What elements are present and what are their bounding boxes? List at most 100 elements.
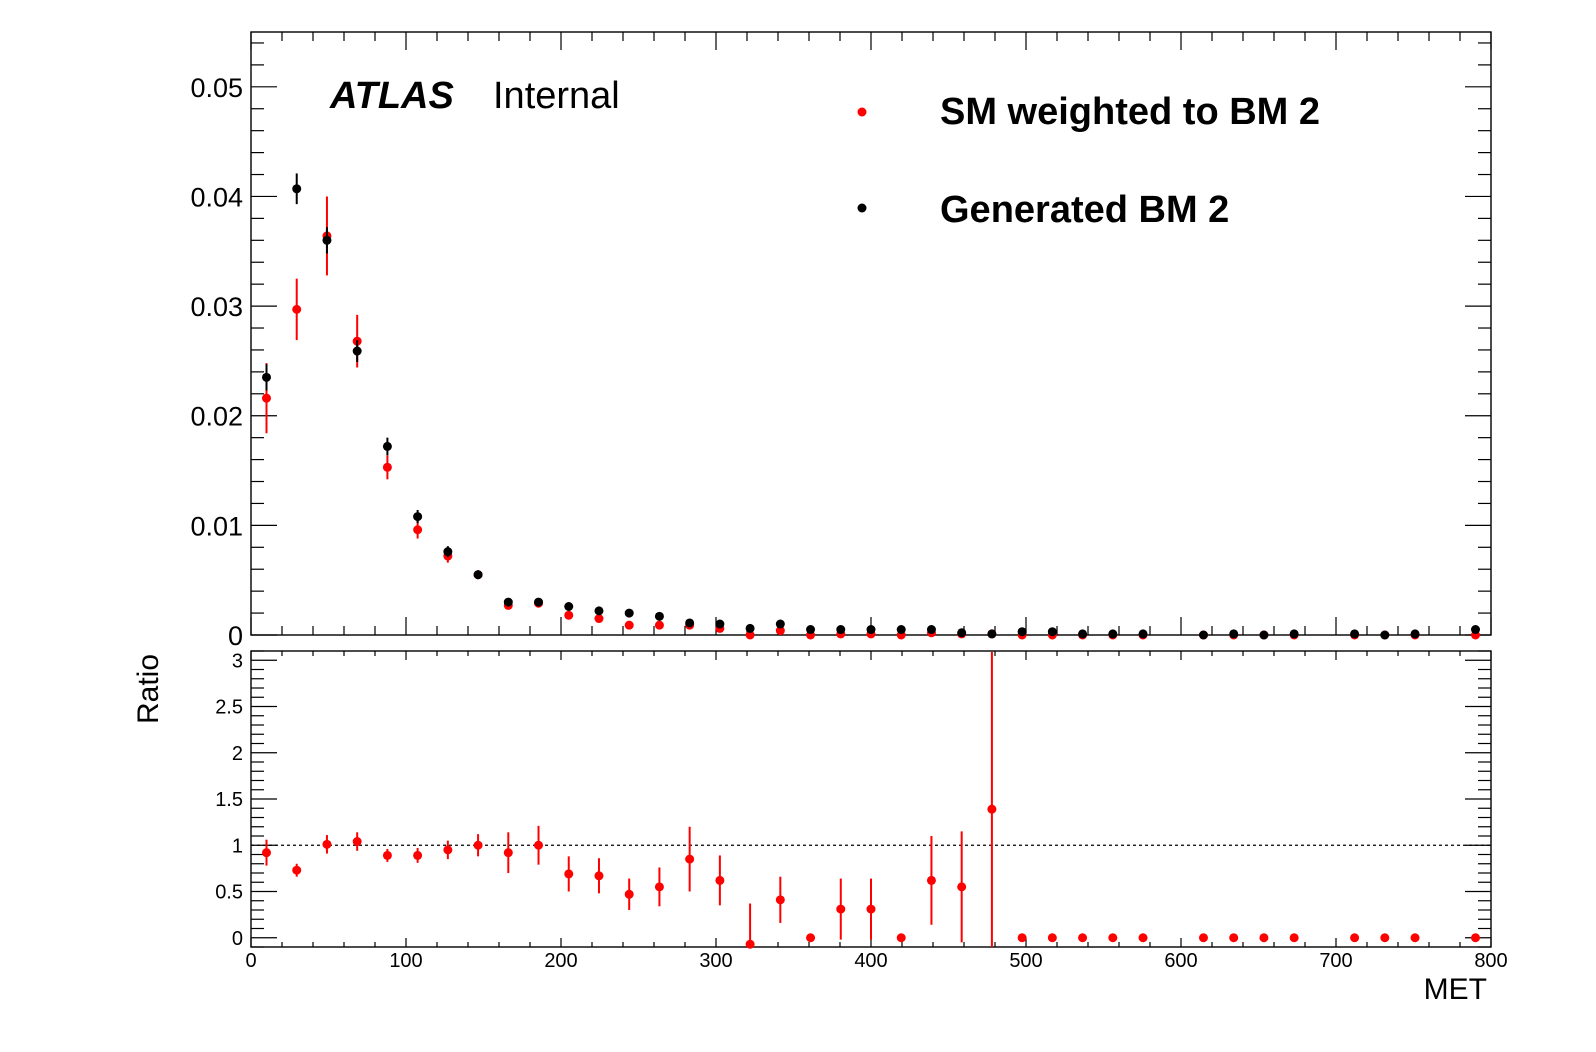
- generated-point: [322, 235, 332, 245]
- x-tick-labels: 0 100 200 300 400 500 600 700 800: [245, 950, 1507, 972]
- x-tick-label: 400: [854, 950, 887, 972]
- generated-point: [1047, 627, 1057, 637]
- generated-series: [262, 173, 1480, 640]
- ratio-y-tick-label: 3: [232, 650, 243, 672]
- ratio-point: [382, 850, 392, 860]
- ratio-point: [1138, 933, 1148, 943]
- generated-point: [1138, 629, 1148, 639]
- atlas-sublabel: Internal: [493, 75, 620, 117]
- x-tick-label: 800: [1474, 950, 1507, 972]
- x-tick-label: 500: [1009, 950, 1042, 972]
- legend-label-generated: Generated BM 2: [940, 189, 1229, 231]
- generated-point: [352, 346, 362, 356]
- y-axis-label-ratio: Ratio: [132, 654, 165, 724]
- main-y-tick-labels: 0 0.01 0.02 0.03 0.04 0.05: [190, 73, 243, 651]
- ratio-series: [262, 651, 1480, 949]
- ratio-point: [624, 889, 634, 899]
- ratio-point: [926, 875, 936, 885]
- sm-weighted-point: [654, 620, 664, 630]
- ratio-point: [473, 840, 483, 850]
- ratio-point: [352, 837, 362, 847]
- ratio-point: [1078, 933, 1088, 943]
- sm-weighted-point: [594, 614, 604, 624]
- ratio-point: [685, 854, 695, 864]
- generated-point: [473, 570, 483, 580]
- generated-point: [926, 625, 936, 635]
- ratio-point: [443, 845, 453, 855]
- generated-point: [413, 512, 423, 522]
- x-tick-label: 200: [544, 950, 577, 972]
- ratio-point: [1198, 933, 1208, 943]
- legend: SM weighted to BM 2 Generated BM 2: [857, 91, 1320, 231]
- sm-weighted-series: [262, 196, 1480, 640]
- atlas-label: ATLAS: [329, 75, 454, 117]
- sm-weighted-point: [745, 630, 755, 640]
- ratio-point: [534, 840, 544, 850]
- x-tick-label: 0: [245, 950, 256, 972]
- ratio-point: [292, 865, 302, 875]
- generated-point: [685, 618, 695, 628]
- generated-point: [836, 625, 846, 635]
- ratio-point: [1410, 933, 1420, 943]
- ratio-point: [896, 933, 906, 943]
- ratio-point: [1350, 933, 1360, 943]
- generated-point: [1380, 630, 1390, 640]
- ratio-axis-ticks: [250, 650, 1492, 948]
- ratio-y-tick-label: 1: [232, 835, 243, 857]
- ratio-point: [654, 882, 664, 892]
- legend-label-sm-weighted: SM weighted to BM 2: [940, 91, 1320, 133]
- generated-point: [1471, 625, 1480, 635]
- ratio-point: [806, 933, 816, 943]
- generated-point: [564, 601, 574, 611]
- ratio-y-tick-label: 2.5: [215, 697, 243, 719]
- generated-point: [534, 597, 544, 607]
- ratio-point: [1017, 933, 1027, 943]
- main-y-tick-label: 0.05: [190, 73, 243, 103]
- generated-point: [715, 619, 725, 629]
- main-y-tick-label: 0.04: [190, 182, 243, 212]
- generated-point: [987, 629, 997, 639]
- generated-point: [1410, 629, 1420, 639]
- ratio-point: [745, 939, 755, 949]
- ratio-point: [866, 904, 876, 914]
- generated-point: [866, 625, 876, 635]
- ratio-point: [594, 871, 604, 881]
- generated-point: [806, 625, 816, 635]
- legend-marker-generated: [857, 203, 867, 213]
- main-y-tick-label: 0.01: [190, 511, 243, 541]
- ratio-y-tick-labels: 0 0.5 1 1.5 2 2.5 3: [215, 650, 243, 950]
- ratio-point: [957, 882, 967, 892]
- generated-point: [503, 597, 513, 607]
- x-tick-label: 300: [699, 950, 732, 972]
- ratio-y-tick-label: 1.5: [215, 789, 243, 811]
- x-tick-label: 700: [1319, 950, 1352, 972]
- generated-point: [262, 372, 271, 382]
- main-y-tick-label: 0.03: [190, 292, 243, 322]
- sm-weighted-point: [292, 304, 302, 314]
- generated-point: [896, 625, 906, 635]
- ratio-y-tick-label: 0.5: [215, 882, 243, 904]
- x-tick-label: 600: [1164, 950, 1197, 972]
- ratio-point: [715, 875, 725, 885]
- sm-weighted-point: [775, 626, 785, 636]
- ratio-point: [262, 848, 271, 858]
- generated-point: [1350, 629, 1360, 639]
- ratio-point: [322, 839, 332, 849]
- generated-point: [654, 611, 664, 621]
- ratio-point: [836, 904, 846, 914]
- x-tick-label: 100: [389, 950, 422, 972]
- main-series-layer: [262, 173, 1480, 640]
- generated-point: [1198, 630, 1208, 640]
- ratio-point: [564, 869, 574, 879]
- legend-marker-sm-weighted: [857, 107, 867, 117]
- main-axis-ticks: [250, 32, 1492, 636]
- ratio-point: [1471, 933, 1480, 943]
- ratio-point: [987, 804, 997, 814]
- generated-point: [594, 606, 604, 616]
- ratio-panel: 00.511.522.53 0 100 200 300 400 500 600 700 800 …: [132, 650, 1508, 1006]
- x-axis-label-met: MET: [1424, 973, 1487, 1006]
- generated-point: [292, 184, 302, 194]
- sm-weighted-point: [564, 610, 574, 620]
- ratio-point: [1229, 933, 1239, 943]
